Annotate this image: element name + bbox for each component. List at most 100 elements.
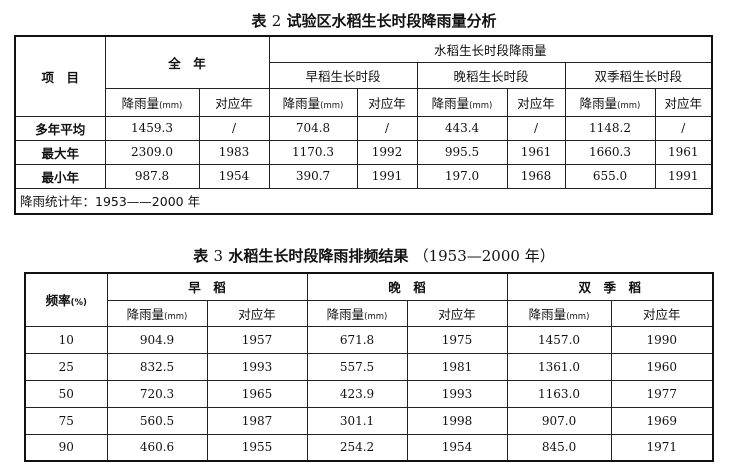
row-frequency: 10 xyxy=(24,325,108,354)
table-cell: 390.7 xyxy=(268,163,358,189)
header-double-rice: 双季稻生长时段 xyxy=(564,61,713,89)
table-row: 10 904.9 1957 671.8 1975 1457.0 1990 xyxy=(24,325,714,354)
table-cell: 904.9 xyxy=(106,325,208,354)
table-cell: 1971 xyxy=(610,433,714,462)
header-full-year: 全 年 xyxy=(104,35,270,89)
row-label: 最大年 xyxy=(14,139,106,165)
table-cell: 1981 xyxy=(406,352,508,381)
table-cell: / xyxy=(654,115,713,141)
col-rainfall: 降雨量(mm) xyxy=(106,299,208,327)
col-rainfall: 降雨量(mm) xyxy=(268,87,358,117)
table-footnote: 降雨统计年：1953——2000 年 xyxy=(14,187,713,215)
table2-caption-text: 试验区水稻生长时段降雨量分析 xyxy=(286,12,497,30)
table-cell: 197.0 xyxy=(416,163,508,189)
table-cell: 560.5 xyxy=(106,406,208,435)
table-cell: 1163.0 xyxy=(506,379,612,408)
table-cell: 987.8 xyxy=(104,163,200,189)
table2-caption: 表 2 试验区水稻生长时段降雨量分析 xyxy=(0,10,748,31)
row-frequency: 90 xyxy=(24,433,108,462)
table-cell: 1960 xyxy=(610,352,714,381)
row-frequency: 50 xyxy=(24,379,108,408)
table-cell: 832.5 xyxy=(106,352,208,381)
header-late-rice: 晚 稻 xyxy=(306,272,508,301)
table-cell: 557.5 xyxy=(306,352,408,381)
table-row: 75 560.5 1987 301.1 1998 907.0 1969 xyxy=(24,406,714,435)
table-cell: 1983 xyxy=(198,139,270,165)
table-cell: / xyxy=(198,115,270,141)
table-cell: 907.0 xyxy=(506,406,612,435)
col-year: 对应年 xyxy=(206,299,308,327)
header-growth-rainfall: 水稻生长时段降雨量 xyxy=(268,35,713,63)
header-early-rice: 早稻生长时段 xyxy=(268,61,418,89)
col-year: 对应年 xyxy=(198,87,270,117)
col-rainfall: 降雨量(mm) xyxy=(564,87,656,117)
table-row: 50 720.3 1965 423.9 1993 1163.0 1977 xyxy=(24,379,714,408)
header-double-rice: 双 季 稻 xyxy=(506,272,714,301)
header-late-rice: 晚稻生长时段 xyxy=(416,61,566,89)
table-cell: 1993 xyxy=(406,379,508,408)
row-frequency: 75 xyxy=(24,406,108,435)
table3-caption: 表 3 水稻生长时段降雨排频结果 （1953—2000 年） xyxy=(0,245,748,266)
table-cell: 1968 xyxy=(506,163,566,189)
table-cell: 1992 xyxy=(356,139,418,165)
table-cell: 1954 xyxy=(198,163,270,189)
col-rainfall: 降雨量(mm) xyxy=(306,299,408,327)
col-year: 对应年 xyxy=(654,87,713,117)
row-frequency: 25 xyxy=(24,352,108,381)
table-cell: 704.8 xyxy=(268,115,358,141)
table-cell: 1170.3 xyxy=(268,139,358,165)
table-row: 多年平均 1459.3 / 704.8 / 443.4 / 1148.2 / xyxy=(14,115,713,141)
table-cell: 1961 xyxy=(506,139,566,165)
row-label: 多年平均 xyxy=(14,115,106,141)
rainfall-frequency-table: 频率(%) 早 稻 晚 稻 双 季 稻 降雨量(mm) 对应年 降雨量(mm) … xyxy=(24,272,715,462)
col-year: 对应年 xyxy=(610,299,714,327)
table-cell: 1957 xyxy=(206,325,308,354)
table-cell: 671.8 xyxy=(306,325,408,354)
table-cell: 1660.3 xyxy=(564,139,656,165)
table-cell: 1961 xyxy=(654,139,713,165)
table-cell: 1991 xyxy=(356,163,418,189)
table-cell: 1955 xyxy=(206,433,308,462)
col-rainfall: 降雨量(mm) xyxy=(104,87,200,117)
table-cell: 1361.0 xyxy=(506,352,612,381)
table-cell: 1990 xyxy=(610,325,714,354)
table3-caption-number: 3 xyxy=(213,247,224,265)
table-row: 最大年 2309.0 1983 1170.3 1992 995.5 1961 1… xyxy=(14,139,713,165)
table3-caption-range: （1953—2000 年） xyxy=(413,247,555,265)
header-early-rice: 早 稻 xyxy=(106,272,308,301)
table-cell: / xyxy=(356,115,418,141)
col-rainfall: 降雨量(mm) xyxy=(416,87,508,117)
table-cell: 1977 xyxy=(610,379,714,408)
table-cell: 1991 xyxy=(654,163,713,189)
table-cell: 845.0 xyxy=(506,433,612,462)
table-cell: 1987 xyxy=(206,406,308,435)
table-cell: 1954 xyxy=(406,433,508,462)
table-cell: 1965 xyxy=(206,379,308,408)
table-cell: 423.9 xyxy=(306,379,408,408)
col-year: 对应年 xyxy=(506,87,566,117)
rainfall-analysis-table: 项 目 全 年 水稻生长时段降雨量 早稻生长时段 晚稻生长时段 双季稻生长时段 … xyxy=(14,35,714,215)
table-cell: 443.4 xyxy=(416,115,508,141)
table-cell: 995.5 xyxy=(416,139,508,165)
row-label: 最小年 xyxy=(14,163,106,189)
header-item: 项 目 xyxy=(14,35,106,117)
col-rainfall: 降雨量(mm) xyxy=(506,299,612,327)
table-cell: 301.1 xyxy=(306,406,408,435)
table-cell: 460.6 xyxy=(106,433,208,462)
table-cell: 1969 xyxy=(610,406,714,435)
table-cell: 2309.0 xyxy=(104,139,200,165)
table-row: 25 832.5 1993 557.5 1981 1361.0 1960 xyxy=(24,352,714,381)
col-year: 对应年 xyxy=(406,299,508,327)
table-cell: 1975 xyxy=(406,325,508,354)
table-cell: 1148.2 xyxy=(564,115,656,141)
table-cell: 655.0 xyxy=(564,163,656,189)
table-cell: 1459.3 xyxy=(104,115,200,141)
table-cell: 1998 xyxy=(406,406,508,435)
table-row: 90 460.6 1955 254.2 1954 845.0 1971 xyxy=(24,433,714,462)
col-year: 对应年 xyxy=(356,87,418,117)
table-cell: 1457.0 xyxy=(506,325,612,354)
table3-caption-prefix: 表 xyxy=(193,247,209,265)
table-cell: 720.3 xyxy=(106,379,208,408)
table2-caption-number: 2 xyxy=(271,12,282,30)
table2-caption-prefix: 表 xyxy=(251,12,267,30)
